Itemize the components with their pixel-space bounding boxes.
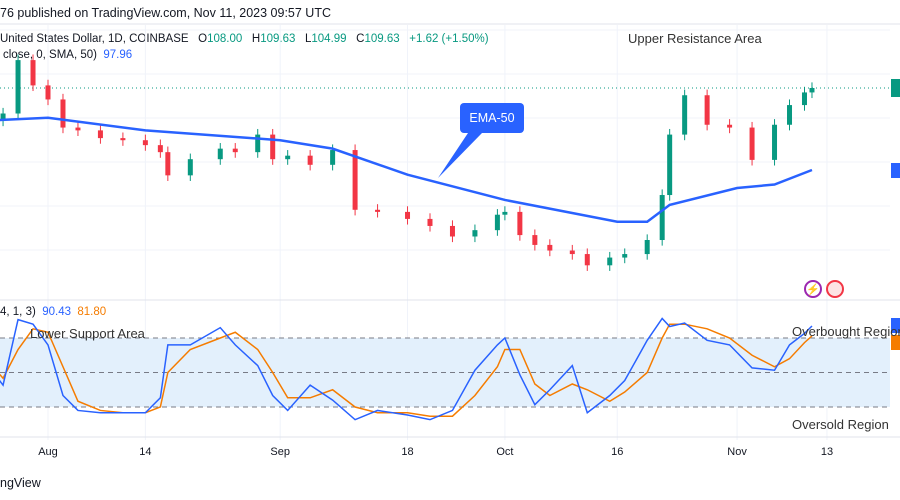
- candle: [15, 60, 21, 114]
- lower-support-label: Lower Support Area: [30, 326, 145, 341]
- low-label: L: [304, 33, 312, 45]
- stoch-k-line: [0, 317, 813, 421]
- candle: [30, 60, 36, 86]
- overbought-label: Overbought Region: [792, 324, 900, 339]
- candle: [749, 127, 755, 160]
- time-tick: 18: [401, 446, 414, 458]
- upper-resistance-label: Upper Resistance Area: [628, 31, 762, 46]
- ma-value: 97.96: [103, 49, 133, 61]
- us-flag-icon[interactable]: [826, 280, 844, 298]
- stoch-d-label: [891, 335, 900, 350]
- candle: [75, 127, 81, 131]
- candle: [704, 95, 710, 125]
- candle: [472, 230, 478, 237]
- last-price-label: [891, 79, 900, 97]
- candle: [809, 88, 815, 93]
- candle: [60, 99, 66, 128]
- stoch-legend: 4, 1, 3) 90.43 81.80: [0, 306, 106, 318]
- callout-pointer: [438, 133, 482, 178]
- candle: [667, 134, 673, 196]
- time-tick: Nov: [727, 446, 747, 458]
- footer-brand: ngView: [0, 476, 41, 490]
- symbol-legend: United States Dollar, 1D, COINBASE O108.…: [0, 33, 489, 45]
- time-tick: Sep: [270, 446, 290, 458]
- stoch-label: 4, 1, 3): [0, 306, 36, 318]
- candle: [142, 140, 148, 146]
- candle: [772, 124, 778, 160]
- candle: [330, 150, 336, 165]
- ma-legend: close, 0, SMA, 50) 97.96: [3, 49, 132, 61]
- candle: [0, 113, 6, 121]
- candle: [285, 155, 291, 160]
- low-value: 104.99: [311, 33, 347, 45]
- candle: [682, 95, 688, 135]
- candle: [187, 159, 193, 176]
- candle: [547, 244, 553, 251]
- candle: [622, 254, 628, 258]
- candle: [157, 145, 163, 153]
- stoch-d-value: 81.80: [77, 306, 107, 318]
- ma-price-label: [891, 163, 900, 178]
- candle: [45, 85, 51, 100]
- time-tick: 16: [611, 446, 624, 458]
- close-value: 109.63: [364, 33, 400, 45]
- ema-callout: EMA-50: [460, 103, 524, 133]
- change-value: +1.62 (+1.50%): [409, 33, 489, 45]
- candle: [427, 218, 433, 226]
- ema-50-line: [0, 116, 813, 223]
- stoch-k-label: [891, 318, 900, 333]
- high-value: 109.63: [260, 33, 296, 45]
- candle: [255, 134, 261, 153]
- time-tick: Oct: [496, 446, 514, 458]
- candle: [217, 148, 223, 160]
- high-label: H: [251, 33, 261, 45]
- stoch-k-value: 90.43: [42, 306, 71, 318]
- candle: [494, 214, 500, 231]
- candle: [232, 148, 238, 153]
- candle: [659, 195, 665, 241]
- time-tick: Aug: [38, 446, 58, 458]
- ma-label: close, 0, SMA, 50): [3, 49, 97, 61]
- candle: [727, 124, 733, 128]
- open-label: O: [198, 33, 208, 45]
- candle: [120, 138, 126, 141]
- candle: [801, 92, 807, 106]
- candle: [449, 225, 455, 237]
- time-tick: 14: [139, 446, 152, 458]
- open-value: 108.00: [207, 33, 243, 45]
- symbol-name: United States Dollar, 1D, COINBASE: [0, 33, 189, 45]
- candle: [352, 150, 358, 210]
- candle: [375, 209, 381, 212]
- close-label: C: [356, 33, 365, 45]
- lightning-icon[interactable]: ⚡: [804, 280, 822, 298]
- candle: [97, 130, 103, 139]
- publish-header: 76 published on TradingView.com, Nov 11,…: [0, 6, 331, 20]
- candle: [607, 257, 613, 266]
- candle: [569, 250, 575, 255]
- oversold-label: Oversold Region: [792, 417, 889, 432]
- candle: [787, 105, 793, 125]
- candle: [584, 254, 590, 266]
- candle: [502, 211, 508, 215]
- time-tick: 13: [820, 446, 834, 458]
- candle: [644, 240, 650, 255]
- candle: [532, 235, 538, 245]
- candle: [165, 152, 171, 176]
- candle: [307, 155, 313, 165]
- candle: [517, 211, 523, 236]
- candle: [270, 134, 276, 160]
- candle: [405, 211, 411, 219]
